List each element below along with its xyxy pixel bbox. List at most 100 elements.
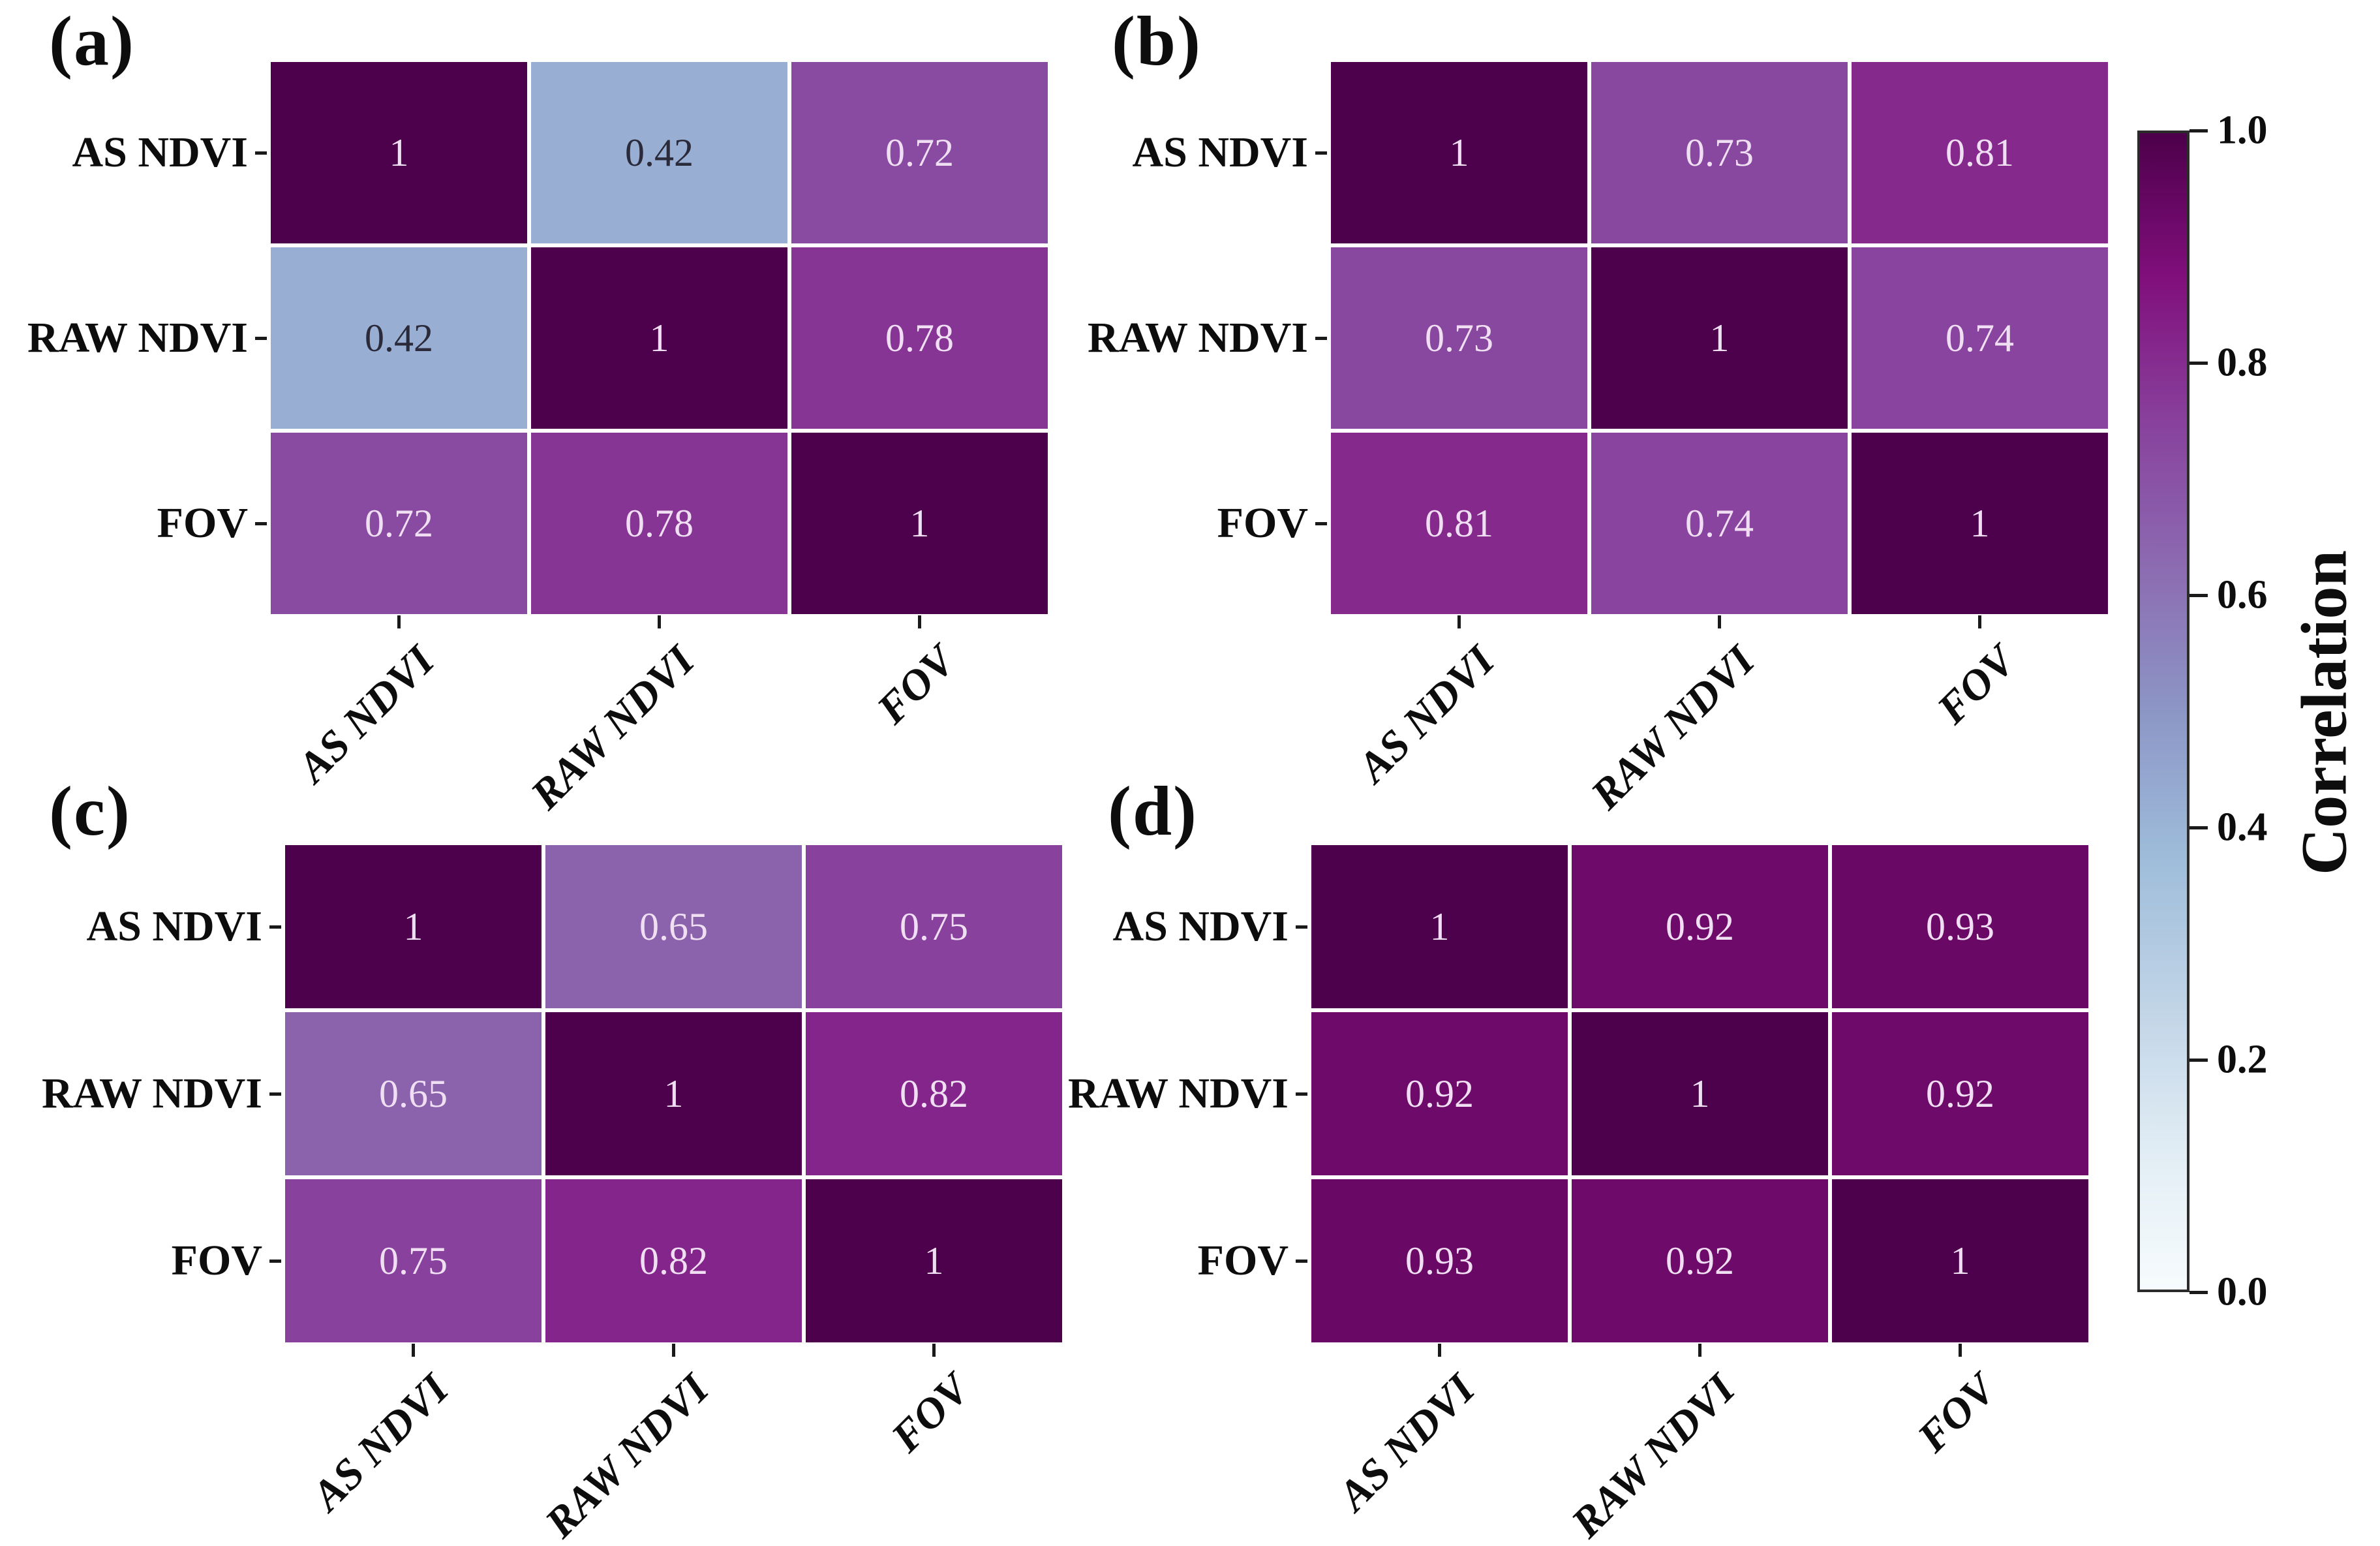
y-tick-c <box>269 1092 281 1096</box>
x-tick-c <box>932 1344 936 1357</box>
x-axis-label-a: AS NDVI <box>288 636 444 792</box>
heatmap-cell-a: 0.72 <box>791 62 1048 243</box>
heatmap-cell-c: 0.75 <box>285 1179 542 1342</box>
x-tick-a <box>918 615 921 628</box>
heatmap-cell-b: 0.74 <box>1591 433 1848 614</box>
y-axis-label-a: AS NDVI <box>72 129 248 176</box>
colorbar-tick-label: 0.8 <box>2217 340 2268 385</box>
heatmap-cell-c: 0.82 <box>806 1012 1062 1175</box>
y-axis-label-d: RAW NDVI <box>1068 1070 1289 1117</box>
x-tick-c <box>412 1344 415 1357</box>
x-tick-d <box>1698 1344 1701 1357</box>
x-axis-label-d: RAW NDVI <box>1563 1365 1745 1546</box>
x-axis-label-c: RAW NDVI <box>536 1365 718 1546</box>
y-tick-c <box>269 1259 281 1263</box>
heatmap-cell-a: 1 <box>531 247 787 429</box>
y-axis-label-b: AS NDVI <box>1132 129 1308 176</box>
heatmap-cell-d: 1 <box>1311 845 1568 1008</box>
y-tick-c <box>269 925 281 929</box>
colorbar-tick-mark <box>2189 1058 2208 1062</box>
x-tick-b <box>1457 615 1461 628</box>
heatmap-cell-c: 0.75 <box>806 845 1062 1008</box>
x-axis-label-c: FOV <box>882 1365 979 1462</box>
colorbar-tick-mark <box>2189 1290 2208 1294</box>
y-tick-a <box>255 336 267 340</box>
y-axis-label-a: RAW NDVI <box>27 314 248 362</box>
heatmap-cell-c: 0.65 <box>545 845 802 1008</box>
colorbar-tick-label: 0.0 <box>2217 1269 2268 1314</box>
y-axis-label-c: RAW NDVI <box>42 1070 262 1117</box>
x-tick-a <box>397 615 401 628</box>
heatmap-cell-d: 0.93 <box>1311 1179 1568 1342</box>
heatmap-cell-a: 0.78 <box>791 247 1048 429</box>
heatmap-cell-b: 0.73 <box>1591 62 1848 243</box>
heatmap-cell-d: 1 <box>1572 1012 1828 1175</box>
heatmap-cell-a: 1 <box>791 433 1048 614</box>
colorbar-tick-label: 0.2 <box>2217 1037 2268 1082</box>
heatmap-cell-a: 0.42 <box>531 62 787 243</box>
colorbar-tick-label: 0.4 <box>2217 805 2268 850</box>
x-axis-label-a: RAW NDVI <box>522 636 704 819</box>
panel-label-b: (b) <box>1112 3 1202 80</box>
panel-label-a: (a) <box>49 3 135 80</box>
heatmap-cell-b: 0.73 <box>1331 247 1587 429</box>
heatmap-cell-c: 1 <box>285 845 542 1008</box>
heatmap-cell-c: 0.82 <box>545 1179 802 1342</box>
heatmap-cell-d: 1 <box>1832 1179 2088 1342</box>
y-axis-label-d: FOV <box>1197 1237 1289 1284</box>
heatmap-cell-b: 1 <box>1852 433 2108 614</box>
heatmap-cell-a: 0.42 <box>271 247 527 429</box>
heatmap-cell-d: 0.92 <box>1572 845 1828 1008</box>
x-tick-d <box>1438 1344 1441 1357</box>
y-tick-b <box>1315 336 1327 340</box>
y-tick-d <box>1296 1259 1307 1263</box>
colorbar-tick-mark <box>2189 593 2208 597</box>
colorbar-tick-label: 0.6 <box>2217 572 2268 617</box>
x-axis-label-b: RAW NDVI <box>1582 636 1764 819</box>
y-tick-a <box>255 151 267 155</box>
x-axis-label-c: AS NDVI <box>303 1365 458 1520</box>
x-axis-label-a: FOV <box>868 636 964 734</box>
x-axis-label-b: AS NDVI <box>1349 636 1504 792</box>
heatmap-cell-a: 0.72 <box>271 433 527 614</box>
colorbar-tick-label: 1.0 <box>2217 108 2268 153</box>
heatmap-cell-d: 0.93 <box>1832 845 2088 1008</box>
x-axis-label-d: AS NDVI <box>1329 1365 1484 1520</box>
heatmap-cell-c: 1 <box>545 1012 802 1175</box>
y-axis-label-c: AS NDVI <box>86 903 262 950</box>
y-axis-label-c: FOV <box>171 1237 262 1284</box>
y-tick-d <box>1296 1092 1307 1096</box>
heatmap-cell-b: 0.81 <box>1331 433 1587 614</box>
heatmap-cell-a: 1 <box>271 62 527 243</box>
y-tick-d <box>1296 925 1307 929</box>
colorbar-axis-label: Correlation <box>2287 549 2360 876</box>
x-axis-label-b: FOV <box>1928 636 2024 734</box>
heatmap-cell-b: 1 <box>1591 247 1848 429</box>
x-tick-c <box>672 1344 675 1357</box>
heatmap-cell-d: 0.92 <box>1311 1012 1568 1175</box>
heatmap-cell-a: 0.78 <box>531 433 787 614</box>
colorbar-tick-mark <box>2189 361 2208 365</box>
y-tick-a <box>255 521 267 525</box>
y-tick-b <box>1315 521 1327 525</box>
x-tick-b <box>1718 615 1721 628</box>
colorbar <box>2137 131 2189 1292</box>
heatmap-cell-c: 1 <box>806 1179 1062 1342</box>
y-axis-label-b: FOV <box>1217 499 1308 547</box>
y-axis-label-d: AS NDVI <box>1112 903 1289 950</box>
heatmap-cell-c: 0.65 <box>285 1012 542 1175</box>
colorbar-tick-mark <box>2189 826 2208 829</box>
x-tick-a <box>658 615 661 628</box>
panel-label-c: (c) <box>49 773 131 850</box>
heatmap-cell-d: 0.92 <box>1832 1012 2088 1175</box>
colorbar-tick-mark <box>2189 129 2208 132</box>
heatmap-cell-b: 1 <box>1331 62 1587 243</box>
x-axis-label-d: FOV <box>1908 1365 2005 1462</box>
y-axis-label-a: FOV <box>157 499 248 547</box>
y-tick-b <box>1315 151 1327 155</box>
heatmap-cell-b: 0.74 <box>1852 247 2108 429</box>
x-tick-b <box>1978 615 1981 628</box>
heatmap-cell-b: 0.81 <box>1852 62 2108 243</box>
y-axis-label-b: RAW NDVI <box>1088 314 1308 362</box>
